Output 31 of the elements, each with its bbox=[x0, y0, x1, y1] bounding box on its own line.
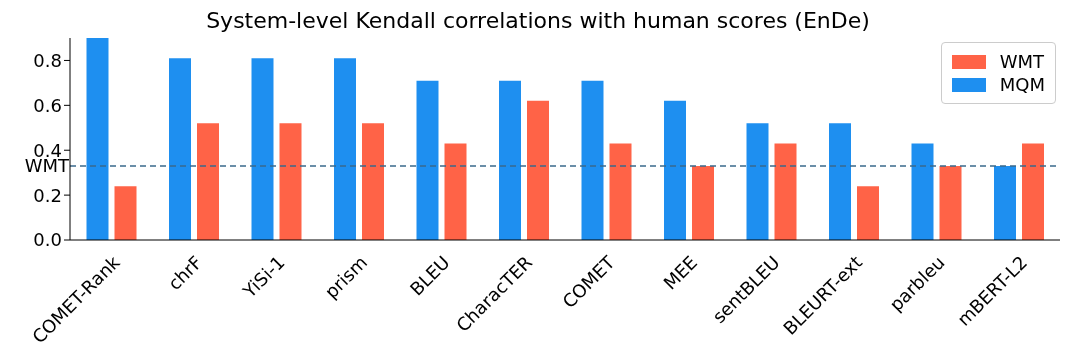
y-tick-label: 0.2 bbox=[33, 184, 62, 206]
bar bbox=[609, 143, 632, 240]
y-tick-label: 0.8 bbox=[33, 49, 62, 71]
bar bbox=[444, 143, 467, 240]
bar bbox=[994, 165, 1016, 240]
bar bbox=[829, 123, 851, 240]
y-tick-label: 0.6 bbox=[33, 94, 62, 116]
legend-label: WMT bbox=[999, 51, 1045, 72]
bar bbox=[746, 123, 769, 240]
bar bbox=[279, 123, 302, 240]
bar bbox=[334, 58, 356, 240]
y-tick-label: 0.0 bbox=[33, 229, 62, 251]
bar bbox=[114, 186, 137, 240]
legend-label: MQM bbox=[999, 74, 1045, 95]
chart-title: System-level Kendall correlations with human scores (EnDe) bbox=[206, 8, 870, 33]
bar bbox=[857, 186, 879, 240]
bar bbox=[251, 58, 274, 240]
bar bbox=[197, 123, 219, 240]
bar bbox=[774, 143, 797, 240]
bar bbox=[939, 165, 962, 240]
bar bbox=[86, 38, 109, 240]
bar bbox=[664, 100, 686, 240]
bar bbox=[527, 100, 549, 240]
bar bbox=[362, 123, 384, 240]
bar bbox=[911, 143, 934, 240]
bar bbox=[692, 165, 714, 240]
bar bbox=[581, 80, 604, 240]
bar bbox=[1022, 143, 1044, 240]
bar bbox=[169, 58, 191, 240]
bar bbox=[499, 80, 521, 240]
bar bbox=[416, 80, 439, 240]
